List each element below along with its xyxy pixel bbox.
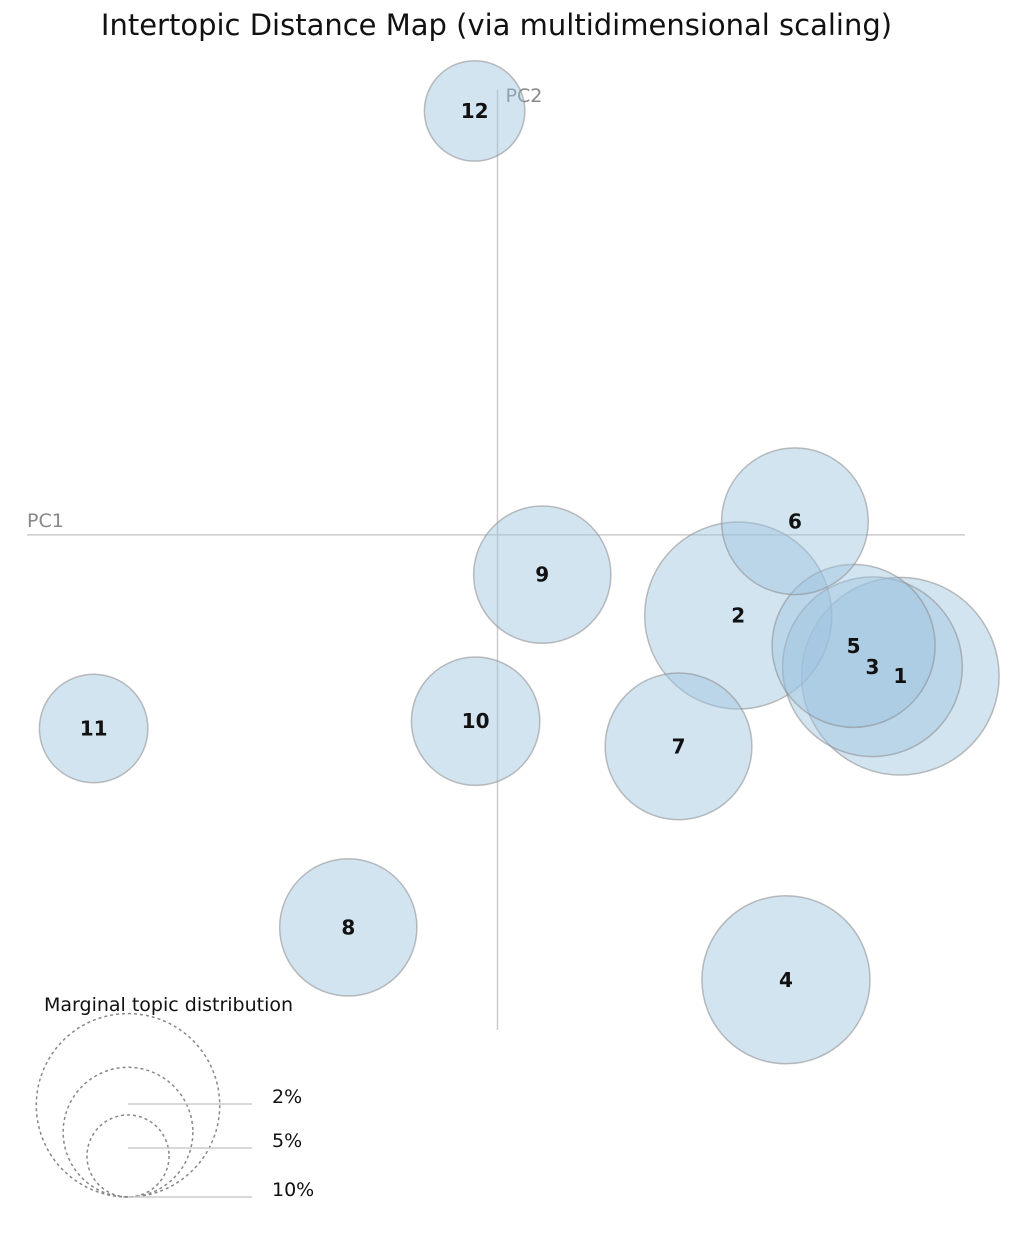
pc2-axis-label: PC2	[505, 85, 542, 107]
legend-circle-5	[62, 1066, 194, 1198]
topic-label-1: 1	[893, 664, 907, 688]
topic-label-8: 8	[341, 915, 355, 939]
topic-bubble-10[interactable]	[410, 656, 541, 787]
topic-bubble-1[interactable]	[800, 576, 1000, 776]
size-legend: Marginal topic distribution 2% 5% 10%	[35, 994, 314, 1201]
pc1-axis-label: PC1	[27, 510, 64, 532]
topic-bubble-9[interactable]	[472, 505, 612, 645]
topic-label-7: 7	[672, 734, 686, 758]
legend-label-10: 10%	[272, 1179, 314, 1201]
topic-label-11: 11	[80, 717, 108, 741]
chart-title: Intertopic Distance Map (via multidimens…	[100, 8, 893, 42]
legend-label-5: 5%	[272, 1130, 302, 1152]
topic-bubble-4[interactable]	[701, 894, 871, 1065]
topic-label-2: 2	[731, 603, 745, 627]
topic-label-5: 5	[847, 634, 861, 658]
legend-circle-10	[35, 1012, 221, 1198]
topic-label-12: 12	[461, 99, 489, 123]
legend-label-2: 2%	[272, 1086, 302, 1108]
topic-bubble-7[interactable]	[604, 672, 753, 821]
topic-label-9: 9	[535, 563, 549, 587]
axes-group: PC1 PC2	[27, 85, 965, 1030]
topic-label-10: 10	[462, 709, 490, 733]
topic-label-6: 6	[788, 509, 802, 533]
topic-bubble-6[interactable]	[720, 447, 870, 596]
topic-bubble-3[interactable]	[781, 576, 964, 758]
legend-title: Marginal topic distribution	[44, 994, 293, 1016]
legend-circle-2	[86, 1114, 170, 1198]
topic-bubble-2[interactable]	[643, 521, 833, 710]
topic-bubble-12[interactable]	[423, 59, 526, 162]
topic-bubble-11[interactable]	[38, 673, 149, 784]
topic-label-3: 3	[866, 655, 880, 679]
topic-bubble-8[interactable]	[278, 858, 418, 997]
topic-label-4: 4	[779, 968, 793, 992]
